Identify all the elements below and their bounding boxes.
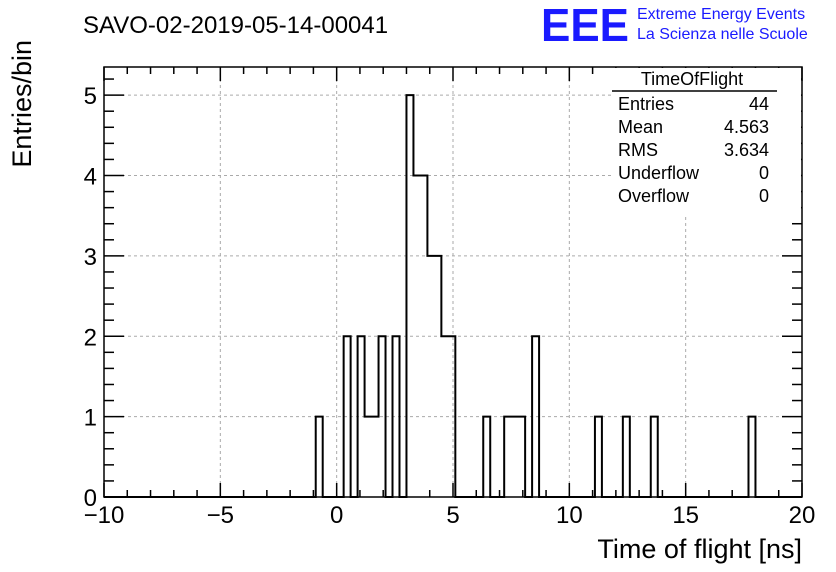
stats-row-value: 0 <box>759 163 769 183</box>
x-tick-label: 15 <box>672 502 699 529</box>
stats-title: TimeOfFlight <box>641 69 743 89</box>
histogram-outline <box>104 94 802 498</box>
y-tick-label: 0 <box>84 485 97 512</box>
y-tick-label: 5 <box>84 83 97 110</box>
stats-row-label: Overflow <box>618 186 690 206</box>
stats-row-value: 44 <box>749 94 769 114</box>
stats-box: TimeOfFlight Entries 44 Mean 4.563 RMS 3.634 U… <box>612 68 801 214</box>
eee-logo-mark: EEE <box>541 0 629 51</box>
x-tick-label: −5 <box>207 502 234 529</box>
y-tick-label: 4 <box>84 164 97 191</box>
x-axis-title: Time of flight [ns] <box>597 534 802 564</box>
x-tick-label: 10 <box>556 502 583 529</box>
y-tick-label: 1 <box>84 405 97 432</box>
stats-rows: Entries 44 Mean 4.563 RMS 3.634 Underflow 0 Over… <box>618 94 769 206</box>
y-axis-title: Entries/bin <box>7 40 37 168</box>
eee-logo: EEE Extreme Energy Events La Scienza nel… <box>541 0 808 51</box>
stats-row-label: RMS <box>618 140 658 160</box>
y-tick-label: 2 <box>84 324 97 351</box>
x-tick-labels: −10 −5 0 5 10 15 20 <box>84 502 816 529</box>
stats-row-value: 3.634 <box>724 140 769 160</box>
x-tick-label: −10 <box>84 502 125 529</box>
x-tick-label: 5 <box>446 502 459 529</box>
stats-row-label: Entries <box>618 94 674 114</box>
axis-ticks <box>103 67 803 498</box>
x-tick-label: 20 <box>789 502 816 529</box>
stats-row-label: Mean <box>618 117 663 137</box>
stats-row-label: Underflow <box>618 163 700 183</box>
stats-row-value: 0 <box>759 186 769 206</box>
stats-row-value: 4.563 <box>724 117 769 137</box>
eee-logo-line2: La Scienza nelle Scuole <box>637 26 808 43</box>
y-tick-label: 3 <box>84 244 97 271</box>
chart-title: SAVO-02-2019-05-14-00041 <box>83 12 388 39</box>
x-tick-label: 0 <box>330 502 343 529</box>
eee-logo-line1: Extreme Energy Events <box>637 6 805 23</box>
y-tick-labels: 0 1 2 3 4 5 <box>84 83 97 512</box>
